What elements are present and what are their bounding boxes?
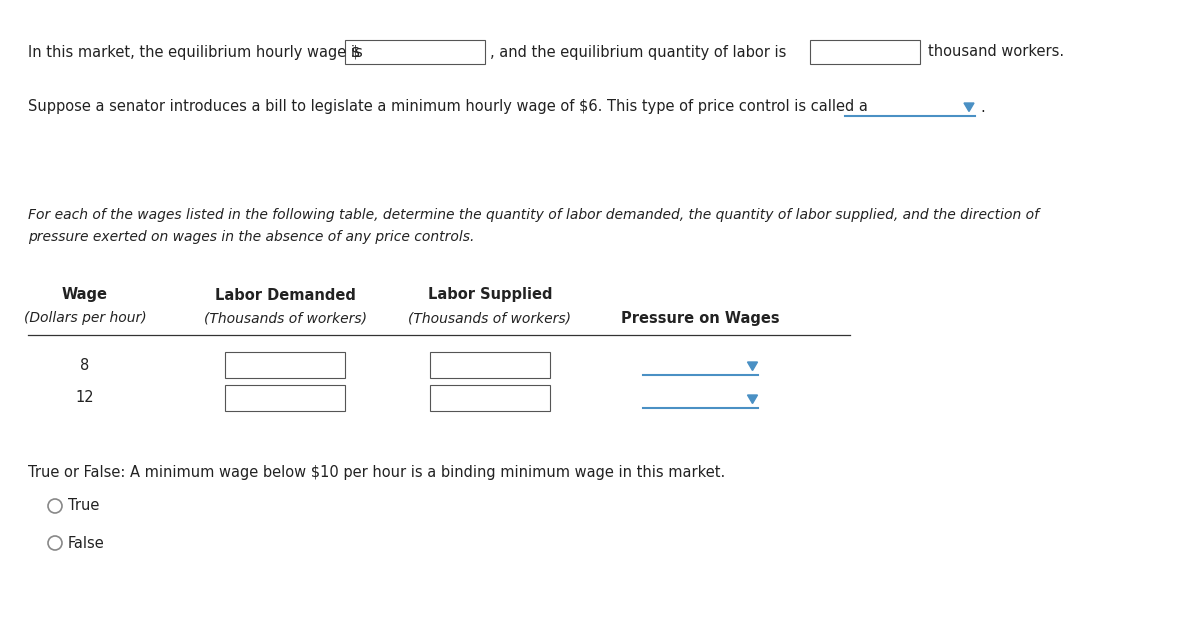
Text: Suppose a senator introduces a bill to legislate a minimum hourly wage of $6. Th: Suppose a senator introduces a bill to l… <box>29 99 868 114</box>
Text: In this market, the equilibrium hourly wage is: In this market, the equilibrium hourly w… <box>29 44 362 59</box>
Text: Pressure on Wages: Pressure on Wages <box>620 311 779 326</box>
Text: Wage: Wage <box>62 288 108 302</box>
Text: For each of the wages listed in the following table, determine the quantity of l: For each of the wages listed in the foll… <box>29 208 1040 222</box>
Text: $: $ <box>350 44 360 59</box>
Text: True: True <box>68 499 100 514</box>
FancyBboxPatch shape <box>225 385 345 411</box>
Text: Labor Supplied: Labor Supplied <box>428 288 552 302</box>
Text: True or False: A minimum wage below $10 per hour is a binding minimum wage in th: True or False: A minimum wage below $10 … <box>29 464 725 479</box>
Circle shape <box>48 536 62 550</box>
Text: , and the equilibrium quantity of labor is: , and the equilibrium quantity of labor … <box>489 44 786 59</box>
Text: 8: 8 <box>81 357 89 372</box>
Text: thousand workers.: thousand workers. <box>928 44 1064 59</box>
Text: (Dollars per hour): (Dollars per hour) <box>24 311 146 325</box>
FancyBboxPatch shape <box>345 40 485 64</box>
FancyBboxPatch shape <box>430 352 550 378</box>
Text: (Thousands of workers): (Thousands of workers) <box>203 311 367 325</box>
Text: pressure exerted on wages in the absence of any price controls.: pressure exerted on wages in the absence… <box>29 230 474 244</box>
Text: .: . <box>980 99 985 114</box>
Text: (Thousands of workers): (Thousands of workers) <box>409 311 571 325</box>
Text: 12: 12 <box>76 391 94 406</box>
Text: False: False <box>68 536 105 551</box>
Polygon shape <box>747 362 758 371</box>
Text: Labor Demanded: Labor Demanded <box>215 288 355 302</box>
Circle shape <box>48 499 62 513</box>
FancyBboxPatch shape <box>810 40 920 64</box>
FancyBboxPatch shape <box>225 352 345 378</box>
Polygon shape <box>963 103 974 111</box>
FancyBboxPatch shape <box>430 385 550 411</box>
Polygon shape <box>747 395 758 404</box>
